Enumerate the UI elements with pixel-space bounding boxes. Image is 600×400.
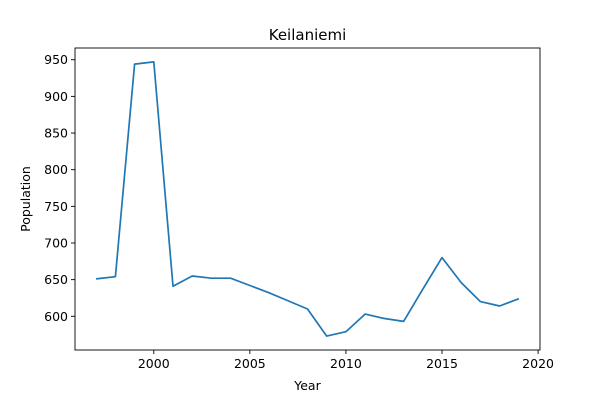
y-tick-label: 600 xyxy=(44,309,68,324)
y-tick-label: 900 xyxy=(44,89,68,104)
y-tick-label: 850 xyxy=(44,126,68,141)
x-tick-label: 2000 xyxy=(138,356,170,371)
x-axis-label: Year xyxy=(293,378,321,393)
y-axis: 600 650 700 750 800 850 900 950 xyxy=(44,52,75,324)
y-tick-label: 700 xyxy=(44,235,68,250)
x-axis: 2000 2005 2010 2015 2020 xyxy=(138,350,554,371)
y-axis-label: Population xyxy=(18,166,33,232)
y-tick-label: 950 xyxy=(44,52,68,67)
x-tick-label: 2020 xyxy=(522,356,554,371)
y-tick-label: 750 xyxy=(44,199,68,214)
x-tick-label: 2010 xyxy=(330,356,362,371)
x-tick-label: 2015 xyxy=(426,356,458,371)
chart-title: Keilaniemi xyxy=(269,26,347,44)
x-tick-label: 2005 xyxy=(234,356,266,371)
population-line xyxy=(96,61,520,337)
y-tick-label: 650 xyxy=(44,272,68,287)
y-tick-label: 800 xyxy=(44,162,68,177)
plot-frame xyxy=(74,47,541,351)
